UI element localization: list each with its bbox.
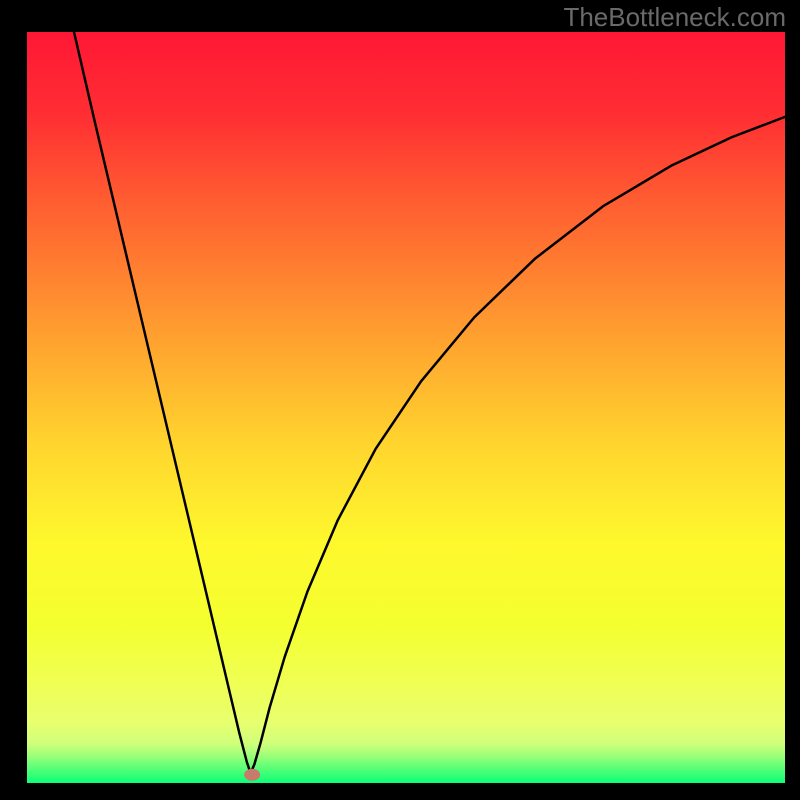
chart-plot-area — [27, 32, 785, 783]
watermark-text: TheBottleneck.com — [563, 2, 786, 33]
optimum-marker — [244, 769, 260, 781]
bottleneck-chart — [0, 0, 800, 800]
